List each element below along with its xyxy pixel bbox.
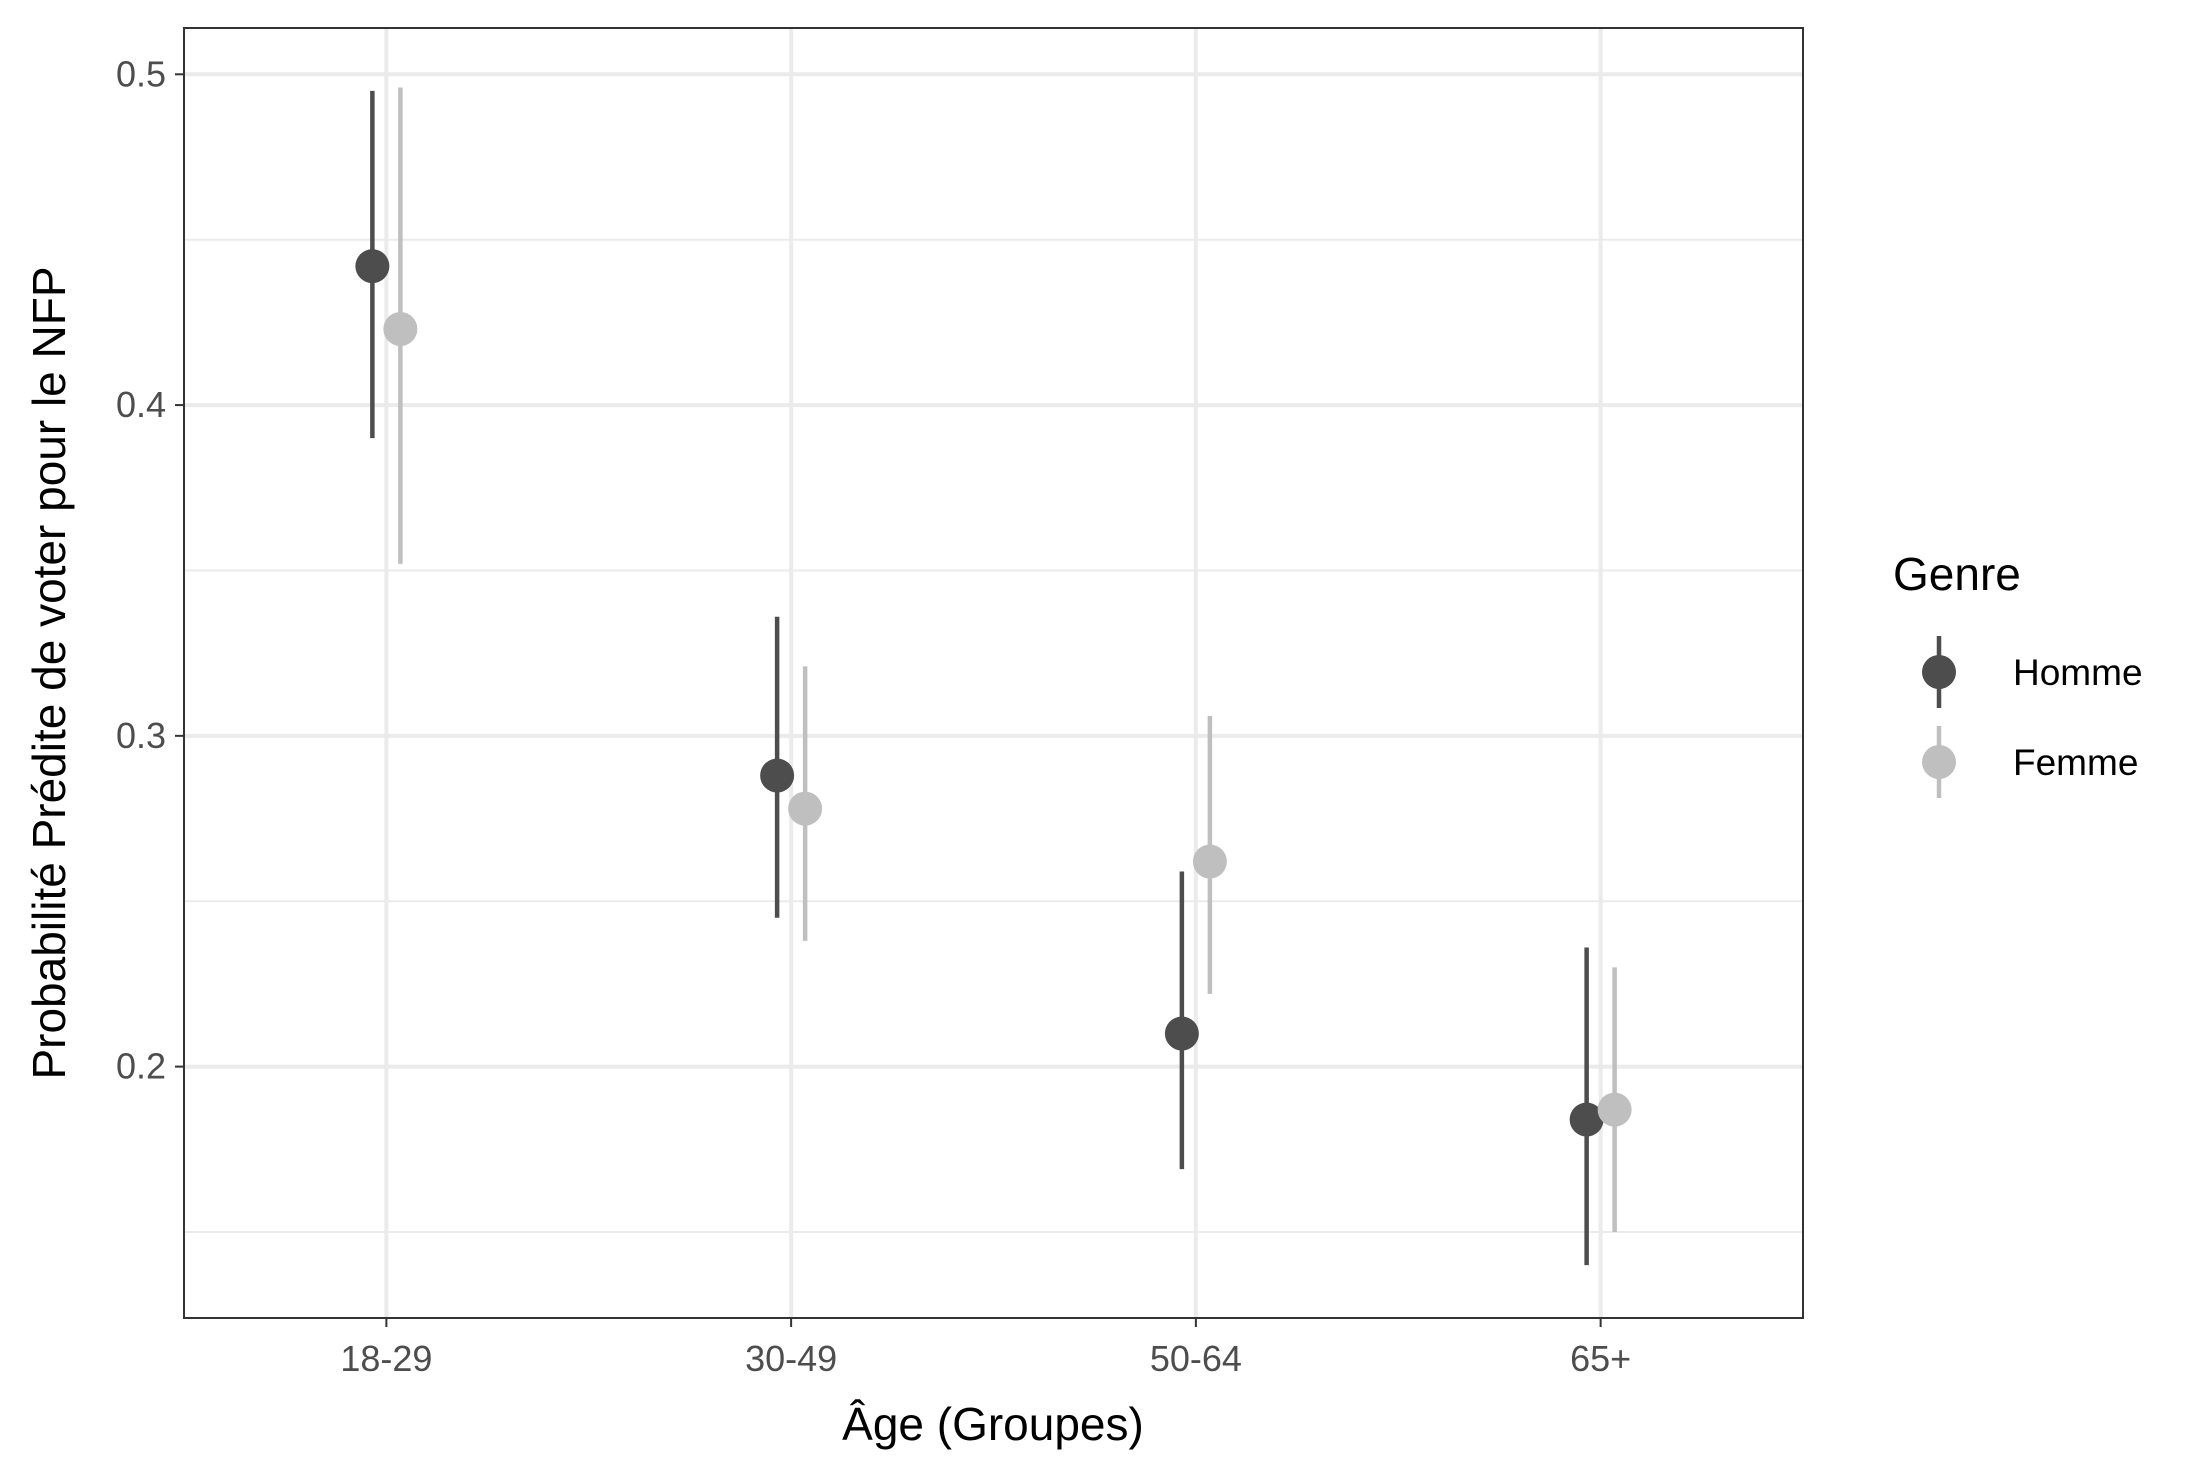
legend-key-point [1922,655,1956,689]
x-tick-label: 50-64 [1150,1338,1242,1379]
point-femme-18-29 [383,312,418,346]
legend: Genre Homme Femme [1893,548,2143,798]
point-homme-30-49 [760,758,795,793]
legend-item-femme: Femme [1922,726,2138,798]
y-tick-label: 0.2 [116,1046,166,1087]
point-homme-18-29 [355,249,390,284]
point-femme-65+ [1597,1092,1632,1127]
y-axis-title: Probabilité Prédite de voter pour le NFP [23,266,75,1079]
point-femme-30-49 [788,791,823,826]
legend-title: Genre [1893,548,2021,600]
x-tick-label: 65+ [1570,1338,1631,1379]
x-tick-label: 18-29 [340,1338,432,1379]
legend-label: Femme [2013,742,2138,783]
legend-label: Homme [2013,652,2143,693]
y-tick-label: 0.4 [116,384,166,425]
point-femme-50-64 [1192,844,1227,879]
legend-item-homme: Homme [1922,636,2143,708]
x-axis-title: Âge (Groupes) [842,1398,1144,1450]
y-tick-label: 0.5 [116,53,166,94]
axes: 0.2 0.3 0.4 0.5 18-29 30-49 50-64 65+ [116,53,1631,1379]
plot-panel [184,28,1803,1318]
grid [184,28,1803,1318]
y-tick-label: 0.3 [116,715,166,756]
legend-key-point [1922,745,1956,779]
plot-border [183,27,1804,1319]
data-layer [355,87,1632,1266]
x-tick-label: 30-49 [745,1338,837,1379]
point-homme-65+ [1569,1102,1604,1137]
point-homme-50-64 [1164,1016,1199,1051]
